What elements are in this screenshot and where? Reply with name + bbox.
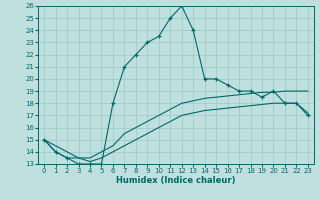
X-axis label: Humidex (Indice chaleur): Humidex (Indice chaleur)	[116, 176, 236, 185]
